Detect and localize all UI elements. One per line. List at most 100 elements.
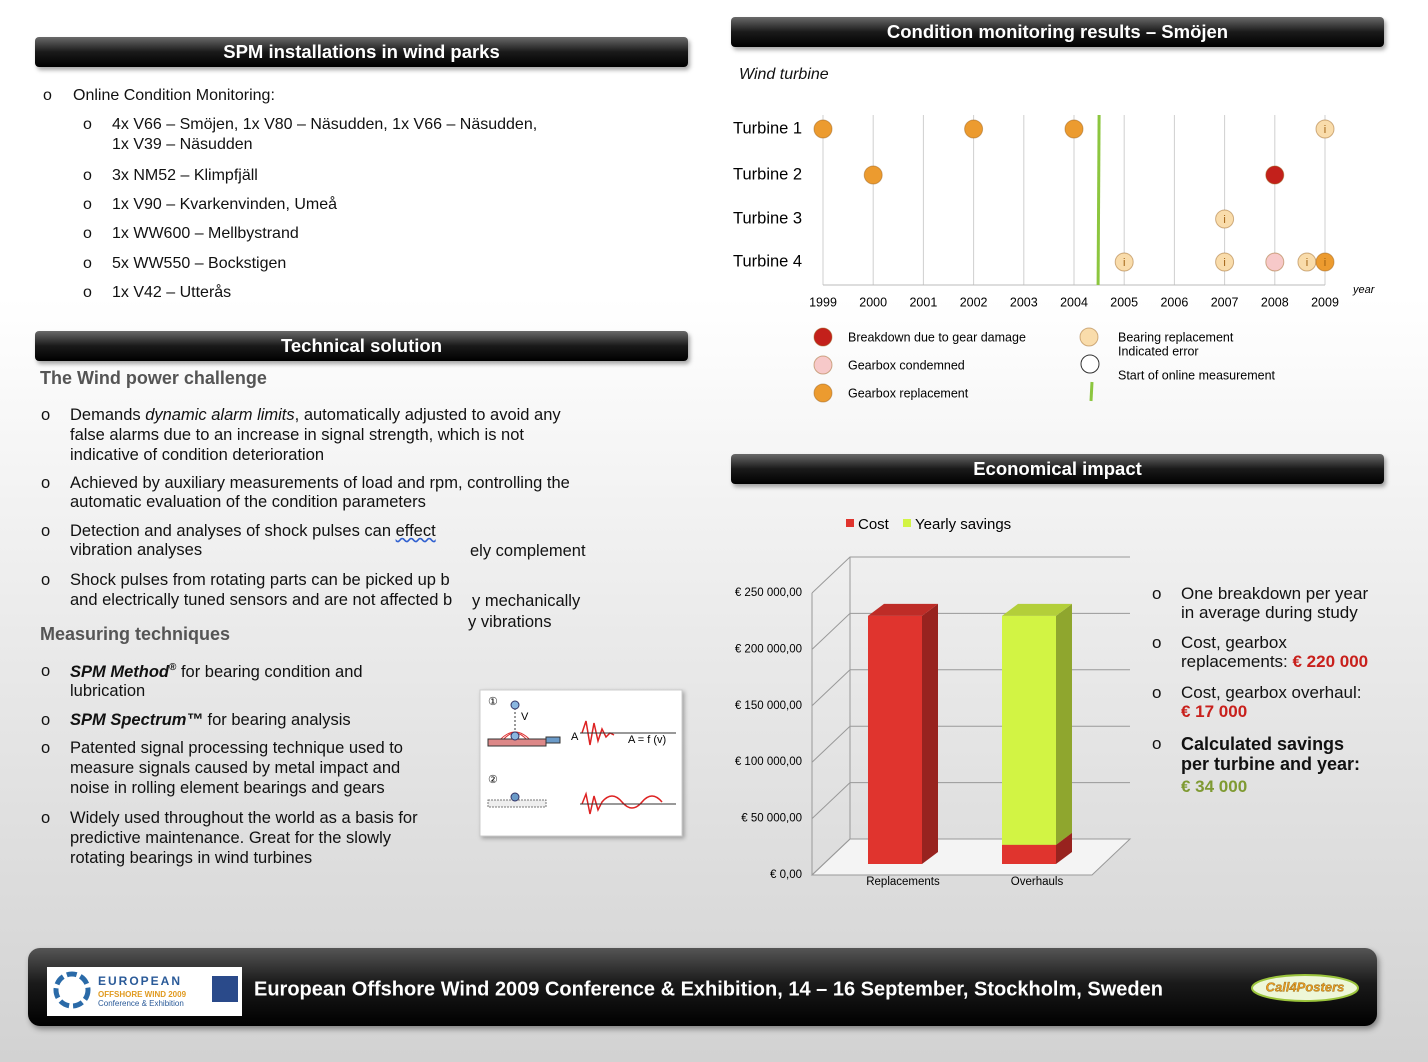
bar-top	[868, 603, 938, 616]
bullet-marker: o	[41, 662, 51, 681]
text-segment: € 17 000	[1181, 701, 1248, 721]
bullet-marker: o	[83, 116, 92, 134]
bullet-marker: o	[41, 406, 51, 425]
subheading: The Wind power challenge	[40, 368, 267, 388]
text-line: predictive maintenance. Great for the sl…	[70, 829, 391, 848]
bullet-marker: o	[41, 739, 51, 758]
legend-label: Cost	[858, 516, 890, 533]
text-line: vibration analyses	[70, 541, 203, 560]
text-line: One breakdown per year	[1181, 583, 1369, 603]
badge-text: Call4Posters	[1266, 979, 1345, 994]
bar	[1002, 615, 1056, 845]
diagram-frame	[479, 689, 683, 837]
bullet-marker: o	[1152, 682, 1162, 702]
bullet-marker: o	[83, 255, 92, 273]
text-line: and electrically tuned sensors and are n…	[70, 591, 453, 610]
text-line: Cost, gearbox overhaul:	[1181, 682, 1362, 702]
text-segment: € 220 000	[1292, 651, 1369, 671]
event-label: i	[1324, 257, 1326, 269]
row-label: Turbine 2	[733, 165, 802, 183]
y-tick-label: € 100 000,00	[735, 756, 802, 768]
y-tick-label: € 200 000,00	[735, 643, 802, 655]
diagram-label: V	[521, 711, 529, 723]
text-segment: for bearing condition and	[176, 663, 363, 682]
x-tick-label: 2005	[1110, 295, 1138, 309]
text-segment: per turbine and year:	[1181, 753, 1361, 774]
text-segment: Demands	[70, 406, 146, 425]
section-header: SPM installations in wind parks	[35, 37, 688, 67]
y-tick-label: € 250 000,00	[735, 587, 802, 599]
text-line: replacements: € 220 000	[1181, 652, 1368, 672]
text-line: indicative of condition deterioration	[70, 446, 325, 465]
signal	[581, 720, 615, 746]
text-line: Widely used throughout the world as a ba…	[70, 809, 418, 828]
diagram-label: A	[571, 731, 579, 743]
bar-side	[1056, 832, 1072, 864]
text-line: € 17 000	[1181, 702, 1247, 722]
text-line: 1x V42 – Utterås	[112, 284, 232, 302]
legend-label: Gearbox condemned	[848, 358, 965, 372]
text-line: 5x WW550 – Bockstigen	[112, 255, 287, 273]
section-header: Economical impact	[731, 454, 1384, 484]
text-line: automatic evaluation of the condition pa…	[70, 493, 426, 512]
event-marker	[1265, 165, 1285, 185]
text-segment: for bearing analysis	[202, 711, 351, 730]
event-marker	[964, 119, 984, 139]
event-marker	[1215, 252, 1235, 272]
text-segment: € 34 000	[1181, 776, 1248, 796]
logo-box	[47, 967, 242, 1016]
legend-label: Gearbox replacement	[848, 386, 969, 400]
start-line	[1096, 114, 1101, 286]
text-segment: Calculated savings	[1181, 733, 1345, 754]
text-line: noise in rolling element bearings and ge…	[70, 779, 385, 798]
event-label: i	[1324, 124, 1326, 136]
bullet-marker: o	[41, 474, 51, 493]
text-line: in average during study	[1181, 602, 1358, 622]
event-marker	[1215, 209, 1235, 229]
text-fragment: ely complement	[470, 542, 586, 561]
bullet-marker: o	[41, 571, 51, 590]
text-line: Achieved by auxiliary measurements of lo…	[70, 474, 570, 493]
x-tick-label: 2008	[1261, 295, 1289, 309]
text-line: rotating bearings in wind turbines	[70, 849, 313, 868]
bar-side	[1056, 603, 1072, 845]
x-tick-label: Replacements	[866, 876, 940, 888]
bullet-marker: o	[41, 522, 51, 541]
event-label: i	[1123, 257, 1125, 269]
section-header: Technical solution	[35, 331, 688, 361]
text-line: lubrication	[70, 682, 146, 701]
logo-text: EUROPEAN	[98, 974, 182, 988]
bullet-marker: o	[1152, 632, 1162, 652]
logo-flag	[212, 976, 238, 1002]
legend-swatch	[813, 355, 833, 375]
footer-text: European Offshore Wind 2009 Conference &…	[254, 978, 1163, 1000]
text-line: Patented signal processing technique use…	[70, 739, 403, 758]
text-segment: ®	[169, 662, 177, 674]
row-label: Turbine 4	[733, 252, 802, 270]
event-marker	[1315, 119, 1335, 139]
text-line: 1x WW600 – Mellbystrand	[112, 225, 299, 243]
event-label: i	[1223, 214, 1225, 226]
bullet-marker: o	[1152, 733, 1162, 753]
grid-line	[811, 556, 1130, 594]
bullet-marker: o	[83, 225, 92, 243]
x-tick-label: 2009	[1311, 295, 1339, 309]
legend-label: Bearing replacement	[1118, 330, 1234, 344]
legend-label: Breakdown due to gear damage	[848, 330, 1026, 344]
text-fragment: y mechanically	[472, 592, 581, 611]
logo-text: Conference & Exhibition	[98, 999, 184, 1008]
text-line: Detection and analyses of shock pulses c…	[70, 522, 436, 541]
text-line: € 34 000	[1181, 777, 1247, 797]
x-tick-label: 2003	[1010, 295, 1038, 309]
event-marker	[813, 119, 833, 139]
legend-swatch	[846, 519, 854, 527]
row-label: Turbine 1	[733, 119, 802, 137]
x-tick-label: 2007	[1211, 295, 1239, 309]
event-label: i	[1306, 257, 1308, 269]
event-label: i	[1223, 257, 1225, 269]
text-line: false alarms due to an increase in signa…	[70, 426, 524, 445]
text-line: Cost, gearbox	[1181, 632, 1287, 652]
